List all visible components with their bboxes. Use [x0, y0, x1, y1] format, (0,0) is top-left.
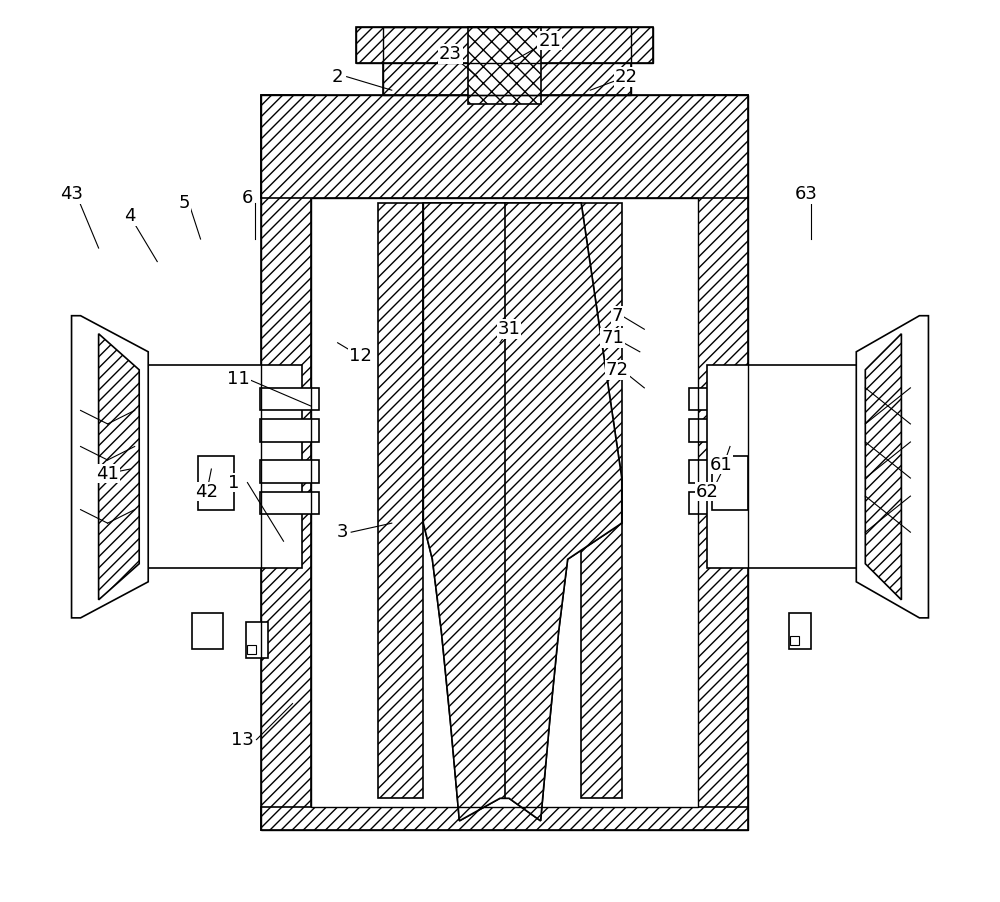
Bar: [712, 456, 748, 510]
Bar: [261, 95, 748, 198]
Bar: [260, 460, 319, 483]
Text: 12: 12: [349, 347, 372, 365]
Text: 61: 61: [710, 456, 732, 474]
Text: 71: 71: [601, 329, 624, 347]
Bar: [383, 54, 631, 95]
Bar: [261, 807, 748, 830]
Bar: [260, 419, 319, 442]
Text: 6: 6: [242, 189, 253, 207]
Text: 11: 11: [227, 370, 250, 388]
Polygon shape: [423, 203, 622, 821]
Bar: [383, 27, 631, 95]
Text: 4: 4: [124, 207, 136, 226]
Bar: [356, 27, 653, 63]
Bar: [192, 613, 223, 649]
Polygon shape: [423, 203, 622, 821]
Text: 1: 1: [228, 474, 240, 492]
Text: 63: 63: [795, 185, 818, 203]
Polygon shape: [856, 316, 928, 618]
Text: 2: 2: [332, 68, 343, 86]
Polygon shape: [865, 334, 901, 600]
Bar: [261, 95, 311, 830]
Bar: [689, 388, 748, 410]
Text: 3: 3: [336, 523, 348, 541]
Bar: [117, 365, 302, 568]
Text: 13: 13: [231, 731, 254, 749]
Text: 72: 72: [606, 361, 629, 379]
Bar: [689, 419, 748, 442]
Text: 7: 7: [612, 307, 623, 325]
Text: 5: 5: [179, 194, 190, 212]
Text: 43: 43: [60, 185, 83, 203]
Bar: [468, 27, 541, 104]
Text: 62: 62: [696, 483, 719, 501]
Bar: [689, 492, 748, 514]
Polygon shape: [72, 316, 148, 618]
Bar: [198, 456, 234, 510]
Text: 42: 42: [195, 483, 218, 501]
Bar: [311, 198, 698, 807]
Polygon shape: [99, 334, 139, 600]
Text: 22: 22: [615, 68, 638, 86]
Bar: [311, 198, 698, 807]
Bar: [707, 365, 888, 568]
Bar: [260, 492, 319, 514]
Bar: [247, 645, 256, 654]
Bar: [261, 95, 748, 830]
Bar: [356, 27, 653, 63]
Bar: [246, 622, 268, 658]
Bar: [378, 203, 423, 798]
Text: 21: 21: [538, 32, 561, 50]
Bar: [698, 95, 748, 830]
Text: 23: 23: [439, 45, 462, 63]
Bar: [789, 613, 811, 649]
Bar: [581, 203, 622, 798]
Bar: [689, 460, 748, 483]
Text: 31: 31: [498, 320, 520, 338]
Bar: [790, 636, 799, 645]
Text: 41: 41: [96, 465, 119, 483]
Bar: [260, 388, 319, 410]
